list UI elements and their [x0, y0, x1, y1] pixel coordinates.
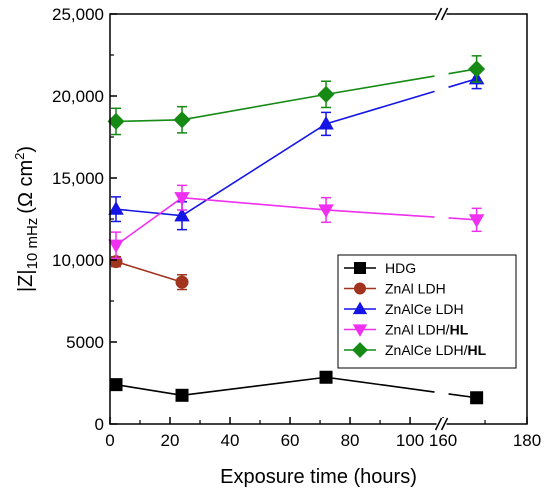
series-line [115, 383, 183, 397]
data-point [317, 85, 335, 103]
data-point [175, 388, 189, 402]
x-tick-label: 20 [161, 431, 180, 450]
series-circle [109, 255, 189, 291]
legend-label: ZnAl LDH/HL [385, 322, 469, 338]
data-point [173, 111, 191, 129]
axis-break-slash [440, 417, 449, 431]
series-layer [107, 55, 486, 405]
series-line [181, 376, 327, 397]
series-line [115, 260, 183, 283]
data-point [108, 201, 124, 215]
series-square [109, 370, 484, 405]
series-line [115, 197, 183, 246]
x-axis-title: Exposure time (hours) [220, 466, 417, 488]
legend-label: ZnAlCe LDH [385, 301, 464, 317]
data-point [108, 239, 124, 254]
legend-box [337, 254, 517, 369]
x-tick-label: 100 [396, 431, 424, 450]
series-line [325, 376, 435, 393]
data-point [468, 214, 485, 228]
series-triangle-up [108, 68, 485, 231]
data-point [175, 275, 189, 289]
legend-label-text: ZnAlCe LDH/ [385, 342, 468, 358]
data-point [319, 370, 333, 384]
legend-marker [354, 262, 366, 274]
y-axis-title-sup: 2 [12, 153, 27, 160]
axis-break-slash [434, 417, 443, 431]
y-tick-label: 10,000 [52, 251, 104, 270]
legend-label-text: ZnAl LDH/ [385, 322, 450, 338]
series-line [181, 196, 327, 211]
data-point [174, 192, 190, 206]
data-point [107, 112, 125, 130]
axis-break-slash [440, 7, 449, 21]
legend-marker [352, 342, 368, 358]
series-line [181, 123, 327, 217]
series-line [181, 93, 327, 121]
y-tick-label: 20,000 [52, 87, 104, 106]
data-point [468, 60, 486, 78]
y-axis-title-sub: 10 mHz [24, 218, 41, 270]
y-tick-label: 15,000 [52, 169, 104, 188]
series-line [325, 75, 435, 96]
legend-label: HDG [385, 260, 416, 276]
axis-break-slash [434, 7, 443, 21]
y-tick-label: 25,000 [52, 5, 104, 24]
series-diamond [107, 55, 486, 136]
x-tick-label: 40 [221, 431, 240, 450]
data-point [109, 378, 123, 392]
legend-label-bold: HL [450, 322, 469, 338]
x-tick-label: 60 [281, 431, 300, 450]
series-line [115, 208, 183, 217]
legend-marker [352, 301, 368, 315]
legend-marker [354, 282, 366, 295]
series-line [115, 118, 183, 123]
data-point [318, 204, 334, 218]
legend-label-text: ZnAlCe LDH [385, 301, 464, 317]
axis-break-gap [436, 8, 447, 20]
legend-label-text: HDG [385, 260, 416, 276]
series-triangle-down [108, 184, 485, 260]
legend-label-bold: HL [467, 342, 486, 358]
y-axis-title-unit: (Ω cm [15, 160, 37, 214]
x-tick-label: 180 [513, 431, 541, 450]
x-tick-label: 80 [341, 431, 360, 450]
x-tick-label: 160 [429, 431, 457, 450]
data-point [470, 391, 484, 405]
legend-marker [352, 324, 368, 337]
x-tick-label: 0 [105, 431, 114, 450]
legend-label: ZnAlCe LDH/HL [385, 342, 487, 358]
axis-break-gap [436, 418, 447, 430]
series-line [325, 90, 435, 125]
y-tick-label: 0 [95, 415, 104, 434]
axis-break [434, 7, 449, 431]
y-axis-title-close: ) [15, 146, 37, 153]
legend-label-text: ZnAl LDH [385, 281, 446, 297]
y-tick-label: 5000 [66, 333, 104, 352]
data-point [174, 207, 190, 222]
legend-label: ZnAl LDH [385, 281, 446, 297]
series-line [325, 209, 435, 218]
data-point [318, 115, 334, 130]
y-axis-title-main: |Z| [15, 269, 37, 292]
y-axis-title: |Z|10 mHz (Ω cm2) [12, 146, 41, 292]
tick-layer: 0 5000 10,000 15,000 20,000 25,000 0 20 40 60 80 10… [52, 5, 541, 450]
